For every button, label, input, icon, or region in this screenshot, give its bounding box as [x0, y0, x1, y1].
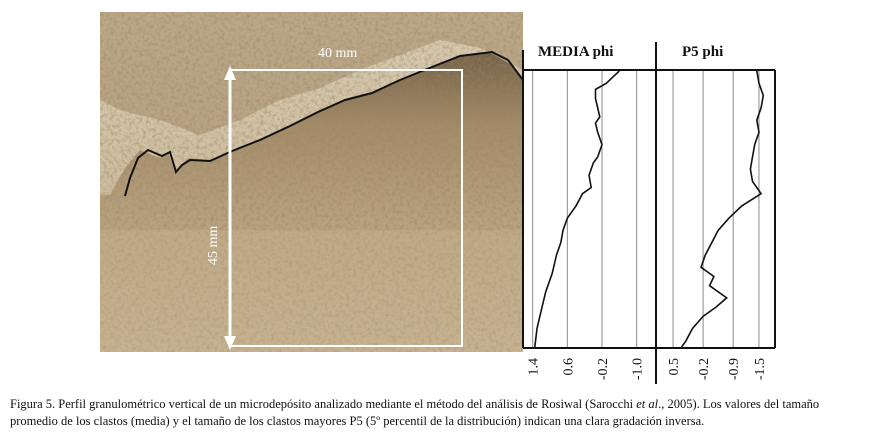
chart-p5-phi: P5 phi 0.5 -0.2 -0.9 -1.5 [667, 44, 768, 380]
caption-suffix: ., 2005). Los valores del tamaño promedi… [10, 397, 820, 428]
tick-label-p5-0: 0.5 [667, 358, 682, 376]
scale-box [224, 66, 463, 350]
tick-label-p5-3: -1.5 [753, 358, 768, 380]
caption-prefix: Figura 5. Perfil granulométrico vertical… [10, 397, 637, 411]
series-line-p5-0 [680, 70, 765, 348]
chart-p5-title: P5 phi [682, 44, 723, 60]
chart-media-phi: MEDIA phi 1.4 0.6 -0.2 -1.0 [527, 44, 646, 380]
sediment-photo [100, 12, 523, 352]
tick-label-media-1: 0.6 [561, 358, 576, 376]
chart-media-title: MEDIA phi [538, 44, 613, 60]
tick-label-p5-2: -0.9 [727, 358, 742, 380]
tick-label-media-3: -1.0 [631, 358, 646, 380]
tick-label-media-0: 1.4 [527, 358, 542, 376]
figure: 40 mm 45 mm MEDIA phi 1.4 0.6 -0.2 -1.0 P5 … [100, 12, 776, 384]
figure-caption: Figura 5. Perfil granulométrico vertical… [10, 396, 870, 429]
width-label: 40 mm [318, 46, 357, 61]
tick-label-p5-1: -0.2 [697, 358, 712, 380]
surface-profile-line [124, 50, 523, 197]
tick-label-media-2: -0.2 [596, 358, 611, 380]
height-label: 45 mm [206, 226, 221, 265]
caption-etal: et al [636, 397, 659, 411]
series-line-media-0 [534, 70, 620, 348]
